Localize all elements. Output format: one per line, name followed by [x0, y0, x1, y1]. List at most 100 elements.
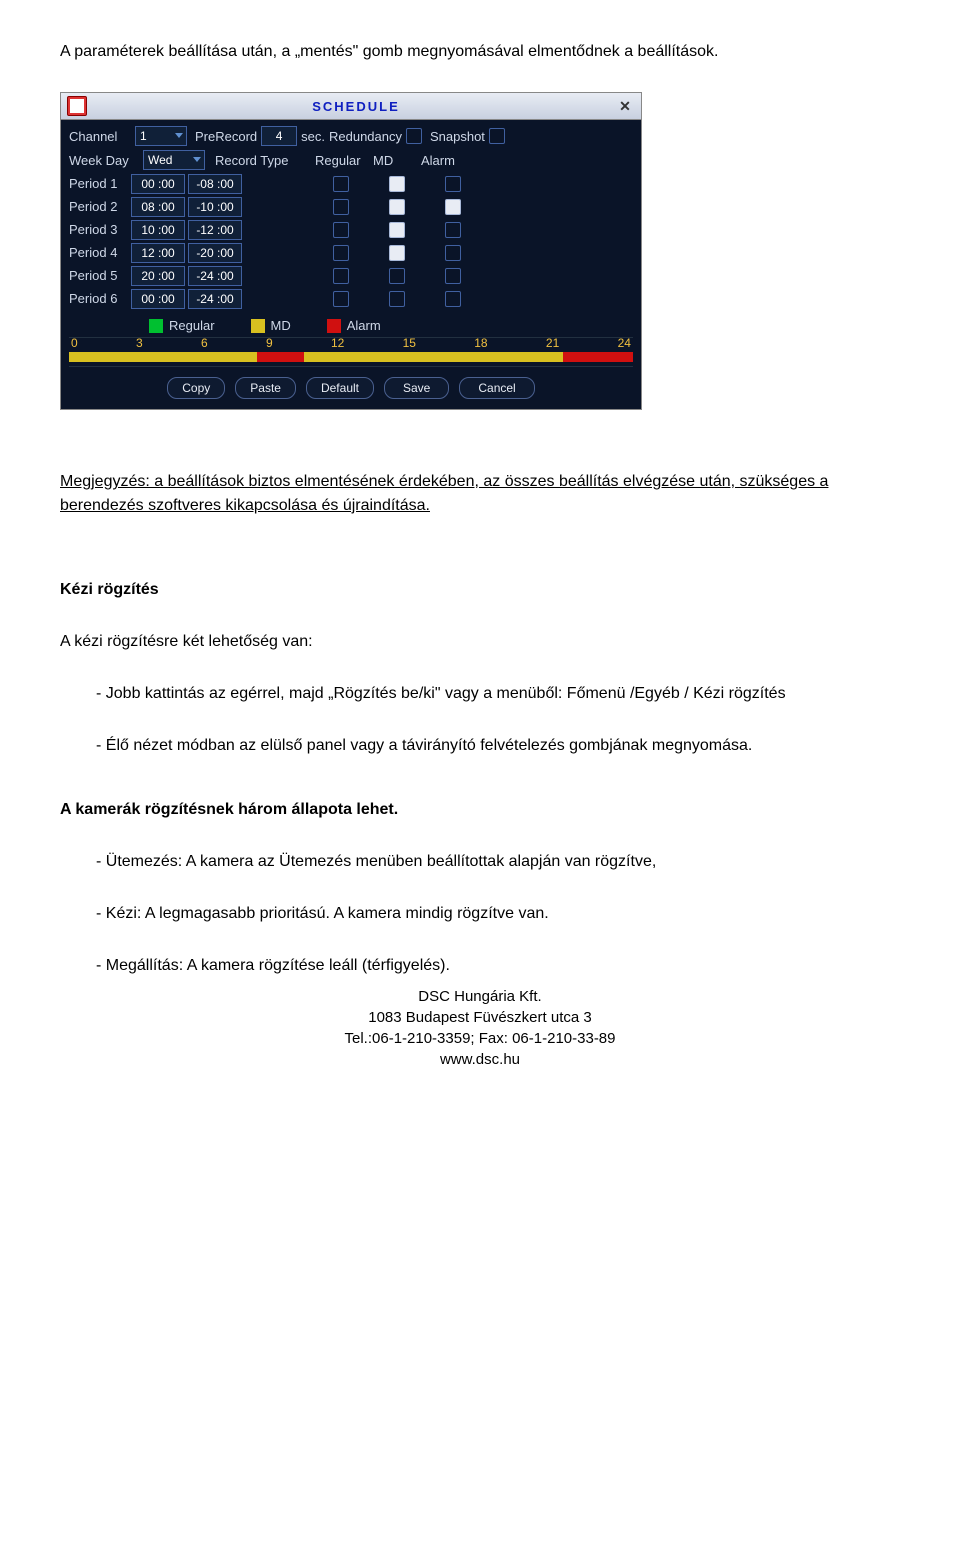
period-md-checkbox[interactable] — [389, 268, 405, 284]
timeline-bar — [257, 352, 304, 362]
period-start-input[interactable]: 08 :00 — [131, 197, 185, 217]
period-end-input[interactable]: -12 :00 — [188, 220, 242, 240]
period-start-input[interactable]: 12 :00 — [131, 243, 185, 263]
legend-regular-swatch — [149, 319, 163, 333]
state-1: - Ütemezés: A kamera az Ütemezés menüben… — [60, 850, 900, 874]
footer-line-2: 1083 Budapest Füvészkert utca 3 — [60, 1007, 900, 1028]
period-label: Period 1 — [69, 176, 131, 191]
note-text: Megjegyzés: a beállítások biztos elmenté… — [60, 470, 900, 518]
period-row: Period 100 :00-08 :00 — [69, 172, 633, 195]
titlebar: SCHEDULE ✕ — [61, 93, 641, 120]
legend-alarm-label: Alarm — [347, 318, 381, 333]
legend-alarm-swatch — [327, 319, 341, 333]
states-heading: A kamerák rögzítésnek három állapota leh… — [60, 798, 900, 822]
period-regular-checkbox[interactable] — [333, 222, 349, 238]
period-alarm-checkbox[interactable] — [445, 199, 461, 215]
close-icon[interactable]: ✕ — [617, 97, 635, 115]
period-label: Period 6 — [69, 291, 131, 306]
period-start-input[interactable]: 00 :00 — [131, 174, 185, 194]
legend-md-swatch — [251, 319, 265, 333]
timeline-tick: 15 — [403, 336, 416, 350]
footer: DSC Hungária Kft. 1083 Budapest Füvészke… — [60, 986, 900, 1070]
timeline-tick: 0 — [71, 336, 78, 350]
period-label: Period 5 — [69, 268, 131, 283]
timeline-tick: 12 — [331, 336, 344, 350]
manual-heading: Kézi rögzítés — [60, 578, 900, 602]
recordtype-label: Record Type — [215, 153, 315, 168]
timeline-bar — [563, 352, 634, 362]
period-alarm-checkbox[interactable] — [445, 176, 461, 192]
period-md-checkbox[interactable] — [389, 291, 405, 307]
period-end-input[interactable]: -24 :00 — [188, 266, 242, 286]
period-start-input[interactable]: 10 :00 — [131, 220, 185, 240]
period-md-checkbox[interactable] — [389, 222, 405, 238]
copy-button[interactable]: Copy — [167, 377, 225, 399]
redundancy-label: Redundancy — [329, 129, 402, 144]
sec-label: sec. — [301, 129, 325, 144]
period-row: Period 520 :00-24 :00 — [69, 264, 633, 287]
timeline-tick: 6 — [201, 336, 208, 350]
md-header: MD — [373, 153, 421, 168]
period-end-input[interactable]: -20 :00 — [188, 243, 242, 263]
period-start-input[interactable]: 20 :00 — [131, 266, 185, 286]
alarm-header: Alarm — [421, 153, 481, 168]
state-2: - Kézi: A legmagasabb prioritású. A kame… — [60, 902, 900, 926]
timeline: 03691215182124 — [69, 337, 633, 367]
timeline-tick: 9 — [266, 336, 273, 350]
period-regular-checkbox[interactable] — [333, 176, 349, 192]
manual-item-2: - Élő nézet módban az elülső panel vagy … — [60, 734, 900, 758]
footer-line-4: www.dsc.hu — [60, 1049, 900, 1070]
timeline-tick: 18 — [474, 336, 487, 350]
period-alarm-checkbox[interactable] — [445, 245, 461, 261]
period-md-checkbox[interactable] — [389, 245, 405, 261]
manual-item-1: - Jobb kattintás az egérrel, majd „Rögzí… — [60, 682, 900, 706]
legend-md-label: MD — [271, 318, 291, 333]
period-regular-checkbox[interactable] — [333, 199, 349, 215]
period-alarm-checkbox[interactable] — [445, 291, 461, 307]
schedule-window: SCHEDULE ✕ Channel 1 PreRecord 4 sec. Re… — [60, 92, 642, 410]
manual-intro: A kézi rögzítésre két lehetőség van: — [60, 630, 900, 654]
period-start-input[interactable]: 00 :00 — [131, 289, 185, 309]
period-md-checkbox[interactable] — [389, 199, 405, 215]
timeline-tick: 3 — [136, 336, 143, 350]
footer-line-1: DSC Hungária Kft. — [60, 986, 900, 1007]
period-end-input[interactable]: -24 :00 — [188, 289, 242, 309]
weekday-label: Week Day — [69, 153, 139, 168]
regular-header: Regular — [315, 153, 373, 168]
period-alarm-checkbox[interactable] — [445, 222, 461, 238]
period-regular-checkbox[interactable] — [333, 291, 349, 307]
save-button[interactable]: Save — [384, 377, 449, 399]
redundancy-checkbox[interactable] — [406, 128, 422, 144]
period-label: Period 4 — [69, 245, 131, 260]
period-end-input[interactable]: -10 :00 — [188, 197, 242, 217]
calendar-icon — [67, 96, 87, 116]
period-end-input[interactable]: -08 :00 — [188, 174, 242, 194]
prerecord-input[interactable]: 4 — [261, 126, 297, 146]
period-row: Period 600 :00-24 :00 — [69, 287, 633, 310]
period-label: Period 3 — [69, 222, 131, 237]
default-button[interactable]: Default — [306, 377, 374, 399]
period-regular-checkbox[interactable] — [333, 268, 349, 284]
legend-regular-label: Regular — [169, 318, 215, 333]
period-label: Period 2 — [69, 199, 131, 214]
window-title: SCHEDULE — [95, 99, 617, 114]
weekday-select[interactable]: Wed — [143, 150, 205, 170]
state-3: - Megállítás: A kamera rögzítése leáll (… — [60, 954, 900, 978]
period-alarm-checkbox[interactable] — [445, 268, 461, 284]
timeline-tick: 24 — [618, 336, 631, 350]
legend: Regular MD Alarm — [149, 318, 633, 333]
period-regular-checkbox[interactable] — [333, 245, 349, 261]
snapshot-label: Snapshot — [430, 129, 485, 144]
footer-line-3: Tel.:06-1-210-3359; Fax: 06-1-210-33-89 — [60, 1028, 900, 1049]
period-row: Period 208 :00-10 :00 — [69, 195, 633, 218]
cancel-button[interactable]: Cancel — [459, 377, 534, 399]
period-row: Period 310 :00-12 :00 — [69, 218, 633, 241]
intro-text: A paraméterek beállítása után, a „mentés… — [60, 40, 900, 64]
period-md-checkbox[interactable] — [389, 176, 405, 192]
paste-button[interactable]: Paste — [235, 377, 296, 399]
channel-select[interactable]: 1 — [135, 126, 187, 146]
timeline-bar — [539, 352, 563, 362]
channel-label: Channel — [69, 129, 131, 144]
prerecord-label: PreRecord — [195, 129, 257, 144]
snapshot-checkbox[interactable] — [489, 128, 505, 144]
